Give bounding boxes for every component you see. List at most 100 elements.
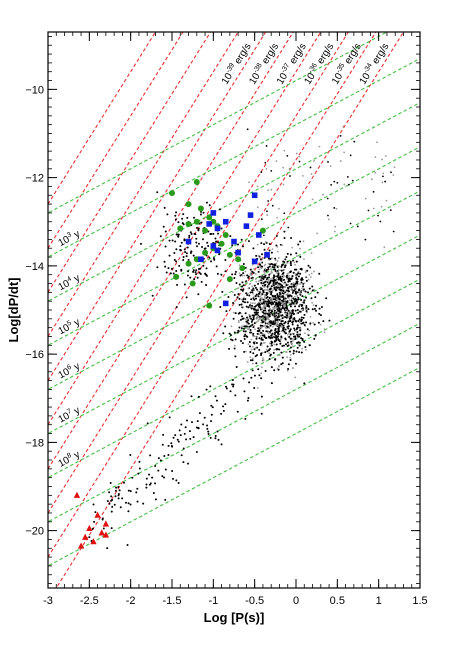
pulsar-point <box>293 295 296 298</box>
pulsar-point <box>278 305 281 308</box>
pulsar-point <box>349 154 352 157</box>
pulsar-point <box>185 438 188 441</box>
pulsar-point <box>377 214 379 217</box>
pulsar-point <box>278 297 281 300</box>
pulsar-point <box>283 261 286 264</box>
pulsar-point <box>272 351 275 354</box>
pulsar-point <box>309 322 312 325</box>
pulsar-point <box>277 269 280 271</box>
pulsar-point <box>279 322 282 325</box>
pulsar-point <box>268 305 271 308</box>
pulsar-point <box>231 379 234 382</box>
pulsar-point <box>270 303 273 306</box>
pulsar-point <box>392 174 395 176</box>
pulsar-point <box>326 197 329 200</box>
pulsar-point <box>253 322 256 325</box>
pulsar-point <box>252 287 255 290</box>
pulsar-point <box>283 149 286 152</box>
pulsar-point <box>151 476 154 479</box>
pulsar-point <box>303 290 305 292</box>
pulsar-point <box>290 342 293 345</box>
pulsar-point <box>142 502 145 505</box>
pulsar-point <box>318 307 321 310</box>
pulsar-point <box>274 259 277 262</box>
pulsar-point <box>277 328 280 331</box>
pulsar-point <box>292 271 295 274</box>
pulsar-point <box>367 209 370 212</box>
pulsar-point <box>180 423 183 426</box>
pulsar-point <box>277 265 280 267</box>
pulsar-point <box>249 356 252 359</box>
pulsar-point <box>280 351 283 354</box>
circle-marker <box>193 179 200 186</box>
pulsar-point <box>257 295 260 298</box>
pulsar-point <box>284 264 287 267</box>
pulsar-point <box>238 283 241 286</box>
pulsar-point <box>148 473 151 476</box>
pulsar-point <box>269 307 271 310</box>
pulsar-point <box>270 270 273 273</box>
pulsar-point <box>263 336 266 339</box>
pulsar-point <box>258 268 261 271</box>
pulsar-point <box>246 327 249 329</box>
pulsar-point <box>197 427 200 430</box>
pulsar-point <box>305 296 308 299</box>
pulsar-point <box>313 337 316 340</box>
edot-line <box>48 32 377 559</box>
pulsar-point <box>275 234 278 237</box>
square-marker <box>256 232 262 238</box>
pulsar-point <box>214 434 217 437</box>
square-marker <box>210 210 217 216</box>
pulsar-point <box>297 296 300 299</box>
pulsar-point <box>274 257 277 260</box>
circle-marker <box>259 227 266 234</box>
pulsar-point <box>318 312 321 315</box>
pulsar-point <box>152 491 155 494</box>
pulsar-point <box>245 350 247 353</box>
pulsar-point <box>278 364 280 367</box>
pulsar-point <box>276 305 279 308</box>
pulsar-point <box>167 444 170 447</box>
pulsar-point <box>197 395 200 398</box>
pulsar-point <box>264 326 267 329</box>
pulsar-point <box>249 291 252 294</box>
pulsar-point <box>192 270 195 273</box>
pulsar-point <box>263 243 266 246</box>
pulsar-point <box>295 302 298 305</box>
pulsar-point <box>163 476 166 479</box>
pulsar-point <box>258 318 261 321</box>
pulsar-point <box>256 311 259 314</box>
pulsar-point <box>263 294 266 296</box>
pulsar-point <box>270 279 273 282</box>
pulsar-point <box>205 273 208 276</box>
pulsar-point <box>291 345 294 348</box>
pulsar-point <box>254 346 257 349</box>
pulsar-point <box>280 265 283 268</box>
y-tick-label: −14 <box>25 261 44 273</box>
pulsar-point <box>283 330 286 333</box>
pulsar-point <box>281 292 284 295</box>
pulsar-point <box>250 320 253 323</box>
pulsar-point <box>291 340 294 342</box>
pulsar-point <box>177 482 180 485</box>
pulsar-point <box>246 293 249 296</box>
pulsar-point <box>267 278 270 281</box>
square-marker <box>210 243 217 249</box>
pulsar-point <box>121 497 124 500</box>
pulsar-point <box>254 305 257 308</box>
pulsar-point <box>282 275 285 278</box>
pulsar-point <box>237 287 240 290</box>
pulsar-point <box>276 245 279 248</box>
pulsar-point <box>261 253 264 256</box>
pulsar-point <box>274 305 277 308</box>
pulsar-point <box>336 181 339 184</box>
pulsar-point <box>264 300 267 303</box>
pulsar-point <box>270 366 273 369</box>
pulsar-point <box>255 280 258 283</box>
pulsar-point <box>222 409 225 412</box>
pulsar-point <box>270 297 272 300</box>
pulsar-point <box>384 154 387 157</box>
pulsar-point <box>210 413 213 416</box>
pulsar-point <box>247 306 250 309</box>
pulsar-point <box>232 317 235 320</box>
